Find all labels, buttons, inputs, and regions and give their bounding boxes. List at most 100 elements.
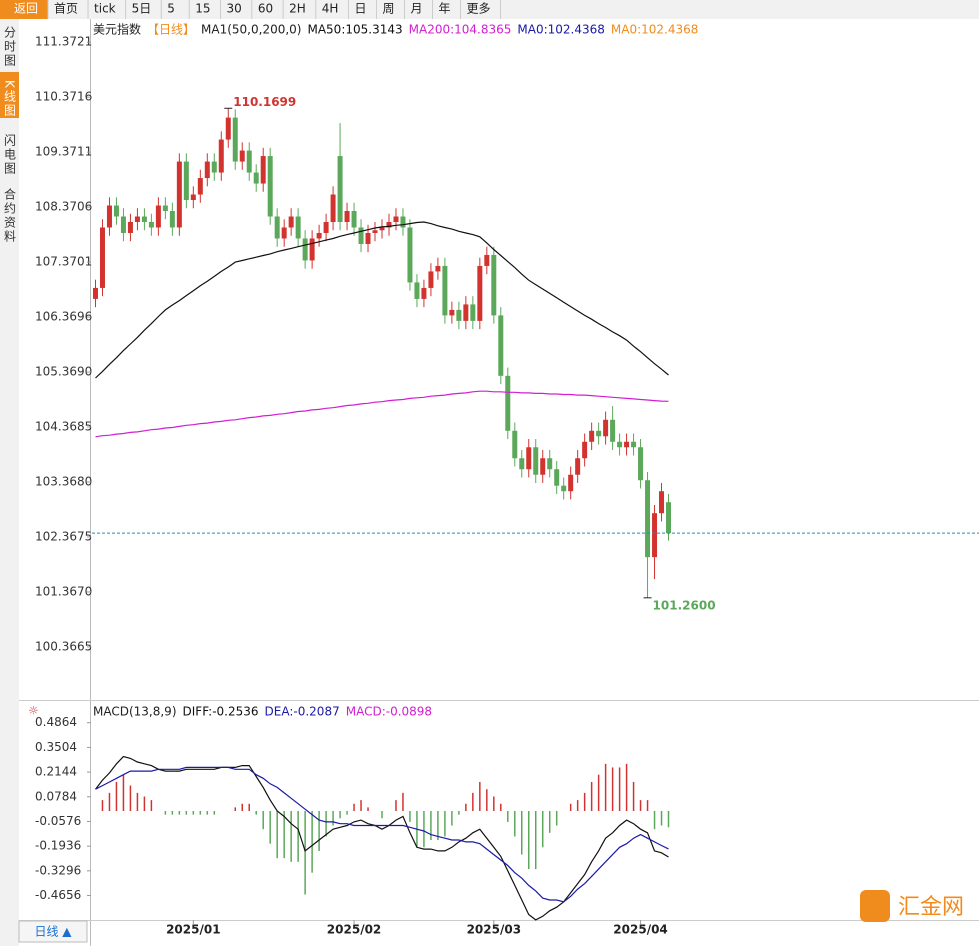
candle-body [309,238,315,261]
candle-body [274,216,280,239]
legend-entry: MA50:105.3143 [307,23,402,37]
candle-body [505,375,511,431]
y-tick-label: -0.4656 [35,888,81,902]
toolbar-button[interactable]: 周 [382,2,394,16]
y-tick-label: 102.3675 [35,529,92,543]
candle-body [491,254,497,316]
candle-body [267,156,273,217]
candle-body [120,216,126,233]
candle-body [232,117,238,162]
y-tick-label: 111.3721 [35,35,92,49]
x-tick-label: 2025/01 [166,923,220,937]
candle-body [575,458,581,475]
candle-body [372,230,378,233]
y-tick-label: 109.3711 [35,145,92,159]
period-label[interactable]: 日线 ▲ [34,925,72,939]
toolbar-bg [0,0,979,19]
candle-body [421,287,427,299]
candle-body [162,205,168,212]
sidebar-tab[interactable]: K线图 [3,80,17,118]
candle-body [386,221,392,228]
toolbar-button[interactable]: 首页 [54,2,78,16]
back-button[interactable] [0,0,49,19]
candle-body [211,161,217,173]
settings-icon[interactable]: ☼ [28,704,39,718]
toolbar-button[interactable]: 15 [195,2,210,16]
candle-body [295,216,301,239]
candle-body [379,227,385,231]
indicator-line [95,390,669,438]
candle-body [113,205,119,217]
candle-body [218,139,224,173]
chart-subtitle: 【日线】 [147,23,195,37]
candle-body [288,216,294,228]
sidebar-bg [0,19,19,946]
chart-title: MACD(13,8,9) [93,705,177,719]
toolbar-button[interactable]: tick [94,2,116,16]
period-button[interactable] [18,920,88,943]
y-tick-label: -0.3296 [35,863,81,877]
candle-body [99,227,105,288]
candle-body [435,265,441,272]
toolbar-button[interactable]: 返回 [14,2,38,16]
sidebar-tab[interactable]: 闪电图 [3,134,17,176]
toolbar-button[interactable]: 日 [354,2,366,16]
sidebar-tab[interactable]: 合约资料 [3,187,17,244]
y-tick-label: -0.1936 [35,839,81,853]
candle-body [652,513,658,558]
candle-body [449,309,455,316]
candle-body [337,156,343,222]
candle-body [617,441,623,448]
candle-body [239,150,245,162]
toolbar-button[interactable]: 月 [410,2,422,16]
toolbar-button[interactable]: 4H [322,2,339,16]
legend-entry: MA0:102.4368 [517,23,605,37]
watermark: 汇金网 [898,895,964,920]
annotation-label: 101.2600 [653,598,716,612]
candle-body [554,469,560,486]
candle-body [645,480,651,558]
candle-body [148,221,154,228]
candle-body [519,458,525,470]
candle-body [344,211,350,222]
toolbar-button[interactable]: 5 [167,2,175,16]
candle-body [428,271,434,288]
candle-body [330,194,336,222]
toolbar-button[interactable]: 5日 [132,2,152,16]
sidebar-active [0,72,19,118]
candle-body [582,441,588,459]
toolbar-button[interactable]: 30 [227,2,242,16]
candle-body [407,227,413,283]
candle-body [169,211,175,228]
y-tick-label: 106.3696 [35,310,92,324]
y-tick-label: 107.3701 [35,255,92,269]
toolbar-button[interactable]: 年 [439,2,451,16]
toolbar-button[interactable]: 更多 [467,2,491,16]
candle-body [141,216,147,222]
candle-body [498,315,504,376]
indicator-line [95,755,669,921]
toolbar-button[interactable]: 2H [289,2,306,16]
candle-body [106,205,112,228]
y-tick-label: 108.3706 [35,200,92,214]
watermark-logo [860,890,890,922]
candle-body [281,227,287,239]
y-tick-label: 0.0784 [35,789,77,803]
candle-body [260,156,266,184]
toolbar-button[interactable]: 60 [258,2,273,16]
candle-body [183,161,189,201]
legend-entry: DIFF:-0.2536 [183,705,259,719]
y-tick-label: 103.3680 [35,474,92,488]
candle-body [351,211,357,228]
candle-body [568,474,574,492]
candle-body [540,458,546,475]
annotation-label: 110.1699 [233,95,296,109]
chart-title: 美元指数 [93,22,141,37]
indicator-line [95,766,669,903]
candle-body [225,117,231,140]
candle-body [393,216,399,222]
candle-body [323,221,329,233]
candle-body [456,309,462,321]
sidebar-tab[interactable]: 分时图 [3,26,17,68]
